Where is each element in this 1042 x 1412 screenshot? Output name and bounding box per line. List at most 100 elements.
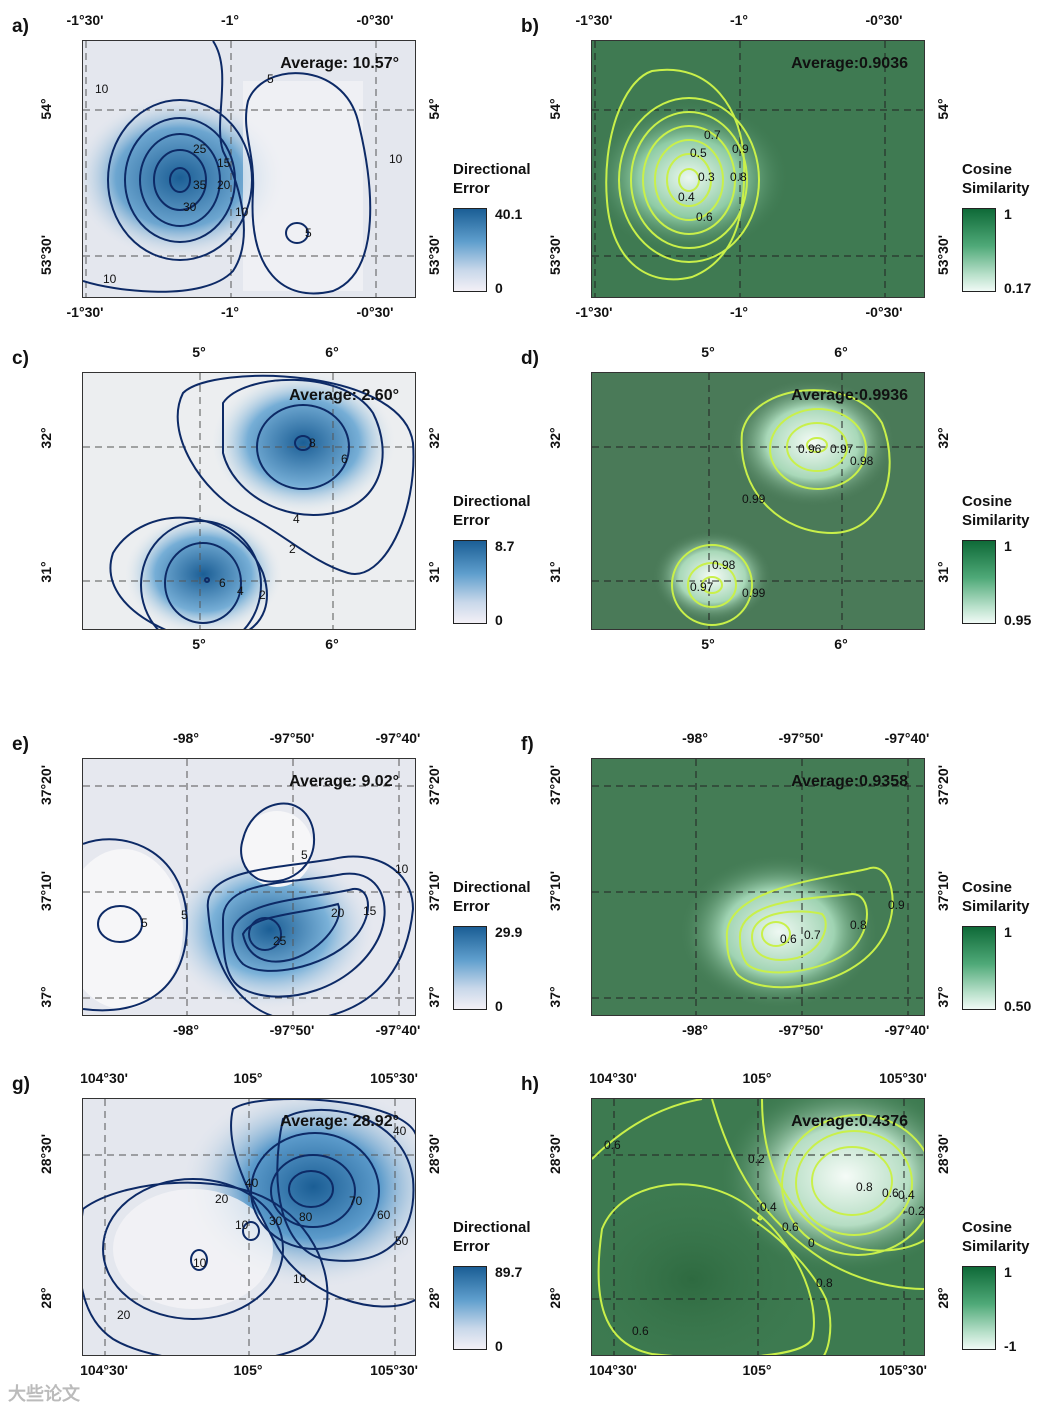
- contour-label: 20: [117, 1308, 131, 1322]
- contour-label: 30: [183, 200, 197, 214]
- bottom-tick: -1°30': [575, 304, 613, 320]
- bottom-tick: -98°: [173, 1022, 199, 1038]
- legend-title: Cosine Similarity: [962, 1219, 1030, 1255]
- right-tick: 28°: [935, 1287, 951, 1309]
- top-tick: -1°30': [66, 12, 104, 28]
- contour-label: 5: [267, 72, 274, 86]
- contour-label: 30: [269, 1214, 283, 1228]
- panel-e: e) -98° -97°50' -97°40' -98° -97°50' -97…: [0, 718, 531, 1071]
- top-tick: 6°: [325, 344, 339, 360]
- contour-label: 0.98: [712, 558, 736, 572]
- contour-label: 80: [299, 1210, 313, 1224]
- contour-label: 0.99: [742, 492, 766, 506]
- left-tick: 31°: [547, 561, 563, 583]
- legend-min: 0: [495, 1338, 503, 1354]
- left-tick: 32°: [547, 427, 563, 449]
- contour-label: 15: [363, 904, 377, 918]
- legend-title: Directional Error: [453, 1219, 531, 1255]
- cosine-map: 0.96 0.97 0.98 0.99 0.98 0.97 0.99 Avera…: [591, 372, 925, 630]
- contour-label: -0.4: [894, 1188, 915, 1202]
- contour-label: 0.96: [798, 442, 822, 456]
- colorbar: [453, 1266, 487, 1350]
- top-tick: 5°: [192, 344, 206, 360]
- legend-title: Cosine Similarity: [962, 161, 1030, 197]
- contour-label: 0.4: [678, 190, 695, 204]
- contour-label: 0.6: [604, 1138, 621, 1152]
- average-label: Average: 2.60°: [289, 387, 399, 404]
- left-tick: 53°30': [547, 234, 563, 276]
- contour-label: 0.6: [696, 210, 713, 224]
- contour-label: 0.6: [632, 1324, 649, 1338]
- contour-label: 0.9: [732, 142, 749, 156]
- bottom-tick: 105°: [742, 1362, 772, 1378]
- contour-labels: 0.96 0.97 0.98 0.99 0.98 0.97 0.99: [690, 442, 874, 600]
- colorbar-legend: Directional Error 40.1 0: [453, 160, 543, 300]
- contour-label: 6: [341, 452, 348, 466]
- legend-max: 1: [1004, 1264, 1012, 1280]
- left-tick: 54°: [547, 98, 563, 120]
- average-label: Average: 9.02°: [289, 773, 399, 790]
- legend-max: 29.9: [495, 924, 523, 940]
- contour-label: 6: [219, 576, 226, 590]
- contour-label: 2: [289, 542, 296, 556]
- contour-label: 0.7: [804, 928, 821, 942]
- contour-label: 0.6: [782, 1220, 799, 1234]
- left-tick: 54°: [38, 98, 54, 120]
- right-tick: 31°: [935, 561, 951, 583]
- top-tick: -97°40': [375, 730, 421, 746]
- contour-label: 0.3: [698, 170, 715, 184]
- watermark: 大些论文: [8, 1384, 80, 1404]
- contour-label: 40: [245, 1176, 259, 1190]
- legend-min: 0.50: [1004, 998, 1032, 1014]
- average-label: Average:0.9936: [791, 387, 908, 404]
- panel-label: f): [521, 734, 534, 755]
- average-label: Average:0.9358: [791, 773, 908, 790]
- contour-label: 50: [395, 1234, 409, 1248]
- contour-label: 0.6: [780, 932, 797, 946]
- panel-g: g) 104°30' 105° 105°30' 104°30' 105° 105…: [0, 1058, 531, 1411]
- contour-label: 10: [389, 152, 403, 166]
- top-tick: 105°30': [370, 1070, 418, 1086]
- contour-label: 20: [217, 178, 231, 192]
- contour-label: 25: [193, 142, 207, 156]
- bottom-tick: 6°: [834, 636, 848, 652]
- contour-label: 15: [217, 156, 231, 170]
- bottom-tick: -97°40': [884, 1022, 930, 1038]
- top-tick: -0°30': [865, 12, 903, 28]
- legend-max: 8.7: [495, 538, 515, 554]
- contour-labels: 8 6 4 2 6 4 2: [219, 436, 348, 602]
- contour-label: 0.8: [816, 1276, 833, 1290]
- right-tick: 54°: [426, 98, 442, 120]
- cosine-map: 0.7 0.5 0.9 0.3 0.8 0.4 0.6 Average:0.90…: [591, 40, 925, 298]
- contour-labels: 40 20 10 40 10 80 70 60 50 30 10 20: [117, 1124, 409, 1322]
- contour-label: 4: [237, 584, 244, 598]
- contour-label: 0.5: [690, 146, 707, 160]
- bottom-tick: 105°30': [879, 1362, 927, 1378]
- right-tick: 28°: [426, 1287, 442, 1309]
- bottom-tick: -97°40': [375, 1022, 421, 1038]
- top-tick: -1°30': [575, 12, 613, 28]
- colorbar-legend: Directional Error 8.7 0: [453, 492, 543, 632]
- colorbar: [453, 926, 487, 1010]
- contour-label: 0.99: [742, 586, 766, 600]
- legend-max: 1: [1004, 206, 1012, 222]
- contour-label: 0: [808, 1236, 815, 1250]
- panel-f: f) -98° -97°50' -97°40' -98° -97°50' -97…: [509, 718, 1032, 1071]
- legend-title: Cosine Similarity: [962, 879, 1030, 915]
- top-tick: 5°: [701, 344, 715, 360]
- error-map: 10 25 20 15 35 30 10 10 5 5 10 Average: …: [82, 40, 416, 298]
- cosine-map: 0.6 0.7 0.8 0.9 Average:0.9358: [591, 758, 925, 1016]
- right-tick: 32°: [935, 427, 951, 449]
- colorbar: [453, 208, 487, 292]
- legend-max: 40.1: [495, 206, 523, 222]
- average-label: Average: 10.57°: [280, 55, 399, 72]
- left-tick: 37°: [38, 986, 54, 1008]
- right-tick: 37°20': [935, 764, 951, 806]
- top-tick: 105°: [742, 1070, 772, 1086]
- contour-label: 25: [273, 934, 287, 948]
- error-map: 5 5 5 10 15 20 25 Average: 9.02°: [82, 758, 416, 1016]
- colorbar: [962, 926, 996, 1010]
- bottom-tick: 6°: [325, 636, 339, 652]
- colorbar-legend: Directional Error 29.9 0: [453, 878, 543, 1018]
- cosine-map: 0.6 0.2 0.8 0.6 0.4 0.6 0 0.8 -0.2 -0.4 …: [591, 1098, 925, 1356]
